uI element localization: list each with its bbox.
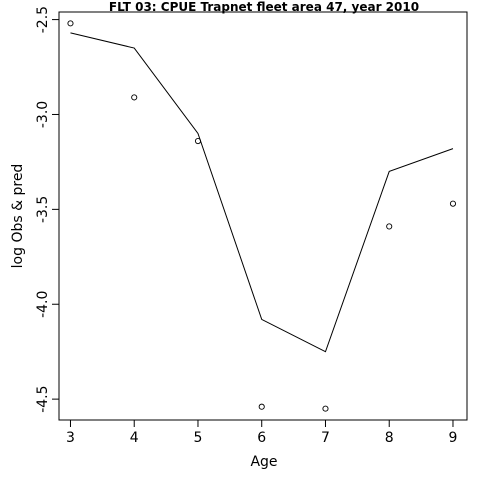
y-tick-label: -2.5: [35, 6, 51, 33]
x-axis-label: Age: [250, 454, 277, 470]
chart-title: FLT 03: CPUE Trapnet fleet area 47, year…: [109, 0, 419, 14]
observed-point: [386, 223, 393, 230]
y-axis: -2.5 -3.0 -3.5 -4.0 -4.5: [35, 6, 59, 413]
observed-point: [67, 20, 74, 27]
observed-point: [258, 403, 265, 410]
x-axis: 3 4 5 6 7 8 9: [66, 420, 457, 446]
predicted-line: [70, 32, 454, 353]
series-layer: [67, 20, 457, 412]
observed-point: [322, 405, 329, 412]
y-tick-label: -3.0: [35, 101, 51, 128]
y-tick-label: -3.5: [35, 196, 51, 223]
x-tick-label: 3: [66, 430, 75, 446]
x-tick-label: 9: [449, 430, 458, 446]
plot-frame: [58, 11, 468, 421]
x-tick-label: 4: [130, 430, 139, 446]
x-tick-label: 8: [385, 430, 394, 446]
y-tick-label: -4.0: [35, 291, 51, 318]
observed-point: [449, 200, 457, 207]
x-tick-label: 5: [194, 430, 203, 446]
x-tick-label: 6: [257, 430, 266, 446]
x-tick-label: 7: [321, 430, 330, 446]
y-axis-label: log Obs & pred: [10, 164, 26, 269]
y-tick-label: -4.5: [35, 385, 51, 412]
observed-point: [131, 94, 138, 101]
